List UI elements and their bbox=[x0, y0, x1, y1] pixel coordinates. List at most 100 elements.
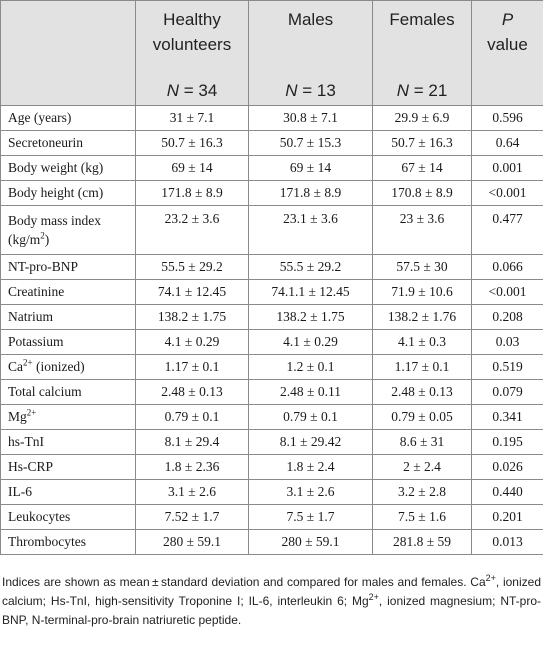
cell-p-value: 0.013 bbox=[471, 529, 543, 555]
table-row: Mg2+ 0.79 ± 0.1 0.79 ± 0.1 0.79 ± 0.05 0… bbox=[0, 404, 543, 430]
header-p-letter: P bbox=[501, 10, 514, 29]
cell-females: 71.9 ± 10.6 bbox=[372, 279, 472, 305]
n-label: N bbox=[396, 81, 409, 100]
n-value: = 13 bbox=[297, 81, 336, 100]
cell-healthy: 0.79 ± 0.1 bbox=[135, 404, 249, 430]
cell-healthy: 55.5 ± 29.2 bbox=[135, 254, 249, 280]
cell-males: 69 ± 14 bbox=[248, 155, 373, 181]
cell-females: 2.48 ± 0.13 bbox=[372, 379, 472, 405]
footnote-text: Indices are shown as mean ± standard dev… bbox=[2, 575, 486, 589]
stub-header bbox=[0, 0, 136, 106]
row-label: Body height (cm) bbox=[0, 180, 136, 206]
cell-females: 0.79 ± 0.05 bbox=[372, 404, 472, 430]
cell-healthy: 138.2 ± 1.75 bbox=[135, 304, 249, 330]
cell-healthy: 8.1 ± 29.4 bbox=[135, 429, 249, 455]
cell-healthy: 69 ± 14 bbox=[135, 155, 249, 181]
table-row: Total calcium 2.48 ± 0.13 2.48 ± 0.11 2.… bbox=[0, 379, 543, 405]
cell-males: 1.8 ± 2.4 bbox=[248, 454, 373, 480]
cell-healthy: 280 ± 59.1 bbox=[135, 529, 249, 555]
row-label: hs-TnI bbox=[0, 429, 136, 455]
n-females: N = 21 bbox=[372, 73, 472, 106]
cell-healthy: 3.1 ± 2.6 bbox=[135, 479, 249, 505]
n-value: = 21 bbox=[408, 81, 448, 100]
cell-p-value: 0.477 bbox=[471, 205, 543, 255]
cell-healthy: 23.2 ± 3.6 bbox=[135, 205, 249, 255]
table-row: Leukocytes 7.52 ± 1.7 7.5 ± 1.7 7.5 ± 1.… bbox=[0, 504, 543, 530]
row-label: Total calcium bbox=[0, 379, 136, 405]
cell-males: 0.79 ± 0.1 bbox=[248, 404, 373, 430]
cell-males: 3.1 ± 2.6 bbox=[248, 479, 373, 505]
row-label-base: Ca bbox=[8, 359, 23, 374]
cell-p-value: 0.64 bbox=[471, 130, 543, 156]
cell-males: 138.2 ± 1.75 bbox=[248, 304, 373, 330]
n-healthy: N = 34 bbox=[135, 73, 249, 106]
cell-males: 1.2 ± 0.1 bbox=[248, 354, 373, 380]
cell-females: 8.6 ± 31 bbox=[372, 429, 472, 455]
n-p-value-empty bbox=[471, 73, 543, 106]
row-label: NT-pro-BNP bbox=[0, 254, 136, 280]
cell-females: 138.2 ± 1.76 bbox=[372, 304, 472, 330]
cell-females: 281.8 ± 59 bbox=[372, 529, 472, 555]
row-label: Hs-CRP bbox=[0, 454, 136, 480]
n-label: N bbox=[166, 81, 179, 100]
row-label: Creatinine bbox=[0, 279, 136, 305]
cell-males: 30.8 ± 7.1 bbox=[248, 105, 373, 131]
cell-females: 50.7 ± 16.3 bbox=[372, 130, 472, 156]
footnote-text: , ionized magnesium; NT-pro-BNP, N-termi… bbox=[2, 594, 541, 627]
row-label: Natrium bbox=[0, 304, 136, 330]
cell-healthy: 1.8 ± 2.36 bbox=[135, 454, 249, 480]
table-row: Thrombocytes 280 ± 59.1 280 ± 59.1 281.8… bbox=[0, 529, 543, 555]
header-healthy-volunteers: Healthy volunteers bbox=[135, 0, 249, 73]
table-row: Hs-CRP 1.8 ± 2.36 1.8 ± 2.4 2 ± 2.4 0.02… bbox=[0, 454, 543, 480]
cell-females: 3.2 ± 2.8 bbox=[372, 479, 472, 505]
cell-females: 170.8 ± 8.9 bbox=[372, 180, 472, 206]
cell-healthy: 2.48 ± 0.13 bbox=[135, 379, 249, 405]
row-label: Ca2+ (ionized) bbox=[0, 354, 136, 380]
row-label-suffix: (ionized) bbox=[32, 359, 85, 374]
table-row: hs-TnI 8.1 ± 29.4 8.1 ± 29.42 8.6 ± 31 0… bbox=[0, 429, 543, 455]
superscript: 2 bbox=[40, 230, 45, 241]
cell-females: 57.5 ± 30 bbox=[372, 254, 472, 280]
cell-males: 23.1 ± 3.6 bbox=[248, 205, 373, 255]
cell-p-value: <0.001 bbox=[471, 180, 543, 206]
table-row: Secretoneurin 50.7 ± 16.3 50.7 ± 15.3 50… bbox=[0, 130, 543, 156]
header-males: Males bbox=[248, 0, 373, 73]
cell-males: 4.1 ± 0.29 bbox=[248, 329, 373, 355]
row-label-line1: Body mass index bbox=[8, 213, 101, 228]
cell-p-value: 0.026 bbox=[471, 454, 543, 480]
cell-females: 1.17 ± 0.1 bbox=[372, 354, 472, 380]
superscript: 2+ bbox=[23, 357, 33, 368]
row-label: Age (years) bbox=[0, 105, 136, 131]
superscript: 2+ bbox=[485, 573, 496, 583]
table-row: Potassium 4.1 ± 0.29 4.1 ± 0.29 4.1 ± 0.… bbox=[0, 329, 543, 355]
superscript: 2+ bbox=[368, 592, 379, 602]
table-row: Natrium 138.2 ± 1.75 138.2 ± 1.75 138.2 … bbox=[0, 304, 543, 330]
table-row: Creatinine 74.1 ± 12.45 74.1.1 ± 12.45 7… bbox=[0, 279, 543, 305]
n-label: N bbox=[285, 81, 298, 100]
row-label: Mg2+ bbox=[0, 404, 136, 430]
cell-healthy: 1.17 ± 0.1 bbox=[135, 354, 249, 380]
cell-healthy: 50.7 ± 16.3 bbox=[135, 130, 249, 156]
cell-p-value: 0.03 bbox=[471, 329, 543, 355]
cell-males: 171.8 ± 8.9 bbox=[248, 180, 373, 206]
cell-males: 7.5 ± 1.7 bbox=[248, 504, 373, 530]
cell-females: 7.5 ± 1.6 bbox=[372, 504, 472, 530]
cell-p-value: 0.341 bbox=[471, 404, 543, 430]
row-label: Potassium bbox=[0, 329, 136, 355]
cell-females: 2 ± 2.4 bbox=[372, 454, 472, 480]
cell-males: 50.7 ± 15.3 bbox=[248, 130, 373, 156]
table-row: Body height (cm) 171.8 ± 8.9 171.8 ± 8.9… bbox=[0, 180, 543, 206]
n-value: = 34 bbox=[178, 81, 218, 100]
cell-males: 280 ± 59.1 bbox=[248, 529, 373, 555]
row-label: Body mass index (kg/m2) bbox=[0, 205, 136, 255]
cell-healthy: 171.8 ± 8.9 bbox=[135, 180, 249, 206]
row-label-base: Mg bbox=[8, 409, 27, 424]
row-label: IL-6 bbox=[0, 479, 136, 505]
cell-p-value: 0.195 bbox=[471, 429, 543, 455]
cell-p-value: 0.066 bbox=[471, 254, 543, 280]
cell-p-value: 0.001 bbox=[471, 155, 543, 181]
table-row: Age (years) 31 ± 7.1 30.8 ± 7.1 29.9 ± 6… bbox=[0, 105, 543, 131]
cell-p-value: 0.596 bbox=[471, 105, 543, 131]
